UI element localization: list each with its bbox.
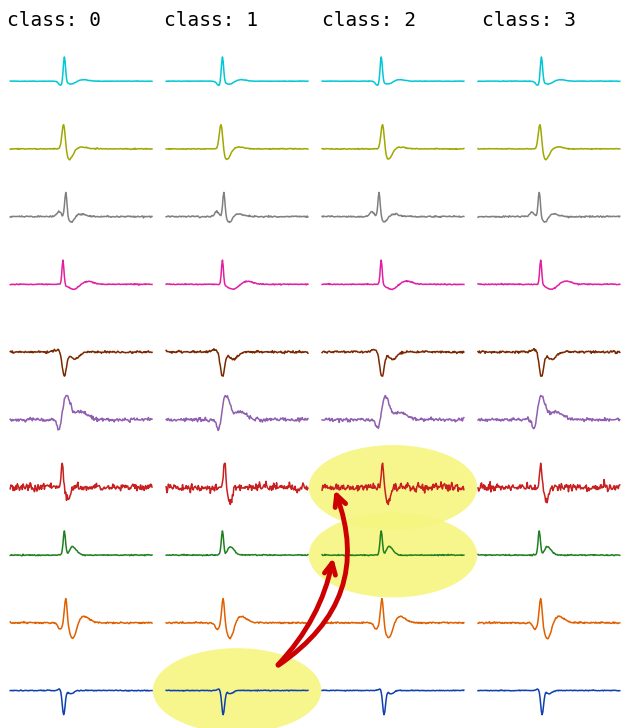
Text: class: 2: class: 2 <box>321 11 416 30</box>
Text: class: 1: class: 1 <box>164 11 258 30</box>
Text: class: 3: class: 3 <box>482 11 576 30</box>
Text: class: 0: class: 0 <box>6 11 101 30</box>
